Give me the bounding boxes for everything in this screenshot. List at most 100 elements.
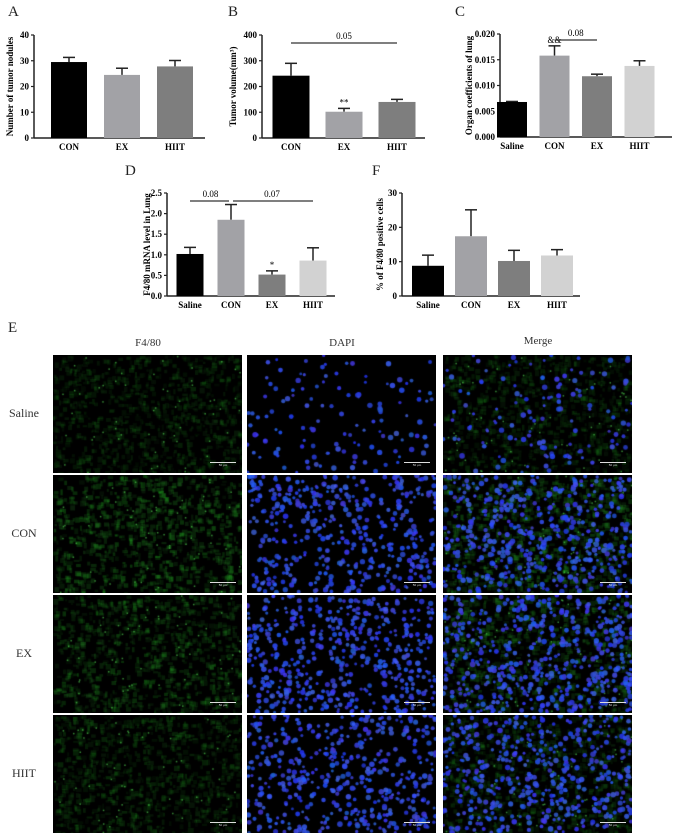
panel-label-f: F bbox=[372, 163, 381, 179]
x-tick-label: HIIT bbox=[165, 142, 185, 152]
bar-hiit bbox=[541, 255, 573, 296]
y-axis-label: Tumor volume(mm³) bbox=[228, 47, 238, 127]
scale-bar: 50 μm bbox=[600, 582, 626, 587]
y-tick-label: 0.005 bbox=[475, 106, 496, 116]
micrograph-saline-f480: 50 μm bbox=[53, 355, 242, 473]
bar-con bbox=[51, 62, 87, 138]
bar-con bbox=[539, 55, 570, 137]
x-tick-label: CON bbox=[221, 300, 242, 310]
column-header-dapi: DAPI bbox=[329, 337, 355, 349]
micrograph-image bbox=[443, 355, 632, 473]
x-tick-label: HIIT bbox=[387, 142, 407, 152]
x-tick-label: EX bbox=[508, 300, 521, 310]
scale-bar: 50 μm bbox=[600, 702, 626, 707]
micrograph-hiit-f480: 50 μm bbox=[53, 715, 242, 833]
y-tick-label: 0 bbox=[393, 291, 398, 301]
y-tick-label: 200 bbox=[244, 82, 258, 92]
bar-saline bbox=[497, 101, 527, 137]
column-header-f480: F4/80 bbox=[135, 337, 161, 349]
y-tick-label: 30 bbox=[20, 56, 30, 66]
micrograph-saline-dapi: 50 μm bbox=[247, 355, 436, 473]
p-value-label: 0.05 bbox=[336, 31, 352, 41]
micrograph-ex-f480: 50 μm bbox=[53, 595, 242, 713]
column-header-merge: Merge bbox=[523, 335, 553, 347]
y-axis-label: Number of tumor nodules bbox=[5, 36, 15, 136]
chart-d: 0.0 0.5 1.0 1.5 2.0 2.5F4/80 mRNA level in Lu… bbox=[142, 188, 335, 310]
micrograph-image bbox=[443, 595, 632, 713]
y-tick-label: 400 bbox=[244, 30, 258, 40]
y-tick-label: 0.010 bbox=[475, 81, 496, 91]
x-tick-label: CON bbox=[281, 142, 302, 152]
significance-mark: * bbox=[270, 260, 275, 270]
y-tick-label: 100 bbox=[244, 107, 258, 117]
x-tick-label: EX bbox=[591, 141, 604, 151]
x-tick-label: EX bbox=[338, 142, 351, 152]
bar-ex bbox=[104, 74, 140, 138]
panel-label-a: A bbox=[8, 4, 19, 20]
y-tick-label: 30 bbox=[388, 188, 398, 198]
scale-bar: 50 μm bbox=[600, 822, 626, 827]
bar-ex bbox=[258, 274, 286, 296]
chart-f: 0 10 20 30% of F4/80 positive cells Saline CO… bbox=[375, 188, 580, 310]
micrograph-image bbox=[247, 355, 436, 473]
bar-hiit bbox=[157, 66, 193, 138]
x-tick-label: CON bbox=[545, 141, 566, 151]
scale-bar: 50 μm bbox=[210, 702, 236, 707]
panel-label-c: C bbox=[455, 4, 466, 20]
x-tick-label: Saline bbox=[500, 141, 524, 151]
micrograph-saline-merge: 50 μm bbox=[443, 355, 632, 473]
x-tick-label: EX bbox=[116, 142, 129, 152]
scale-bar: 50 μm bbox=[600, 462, 626, 467]
micrograph-image bbox=[247, 595, 436, 713]
x-tick-label: Saline bbox=[416, 300, 440, 310]
micrograph-con-f480: 50 μm bbox=[53, 475, 242, 593]
y-tick-label: 40 bbox=[20, 30, 30, 40]
bar-hiit bbox=[299, 260, 327, 296]
row-label-con: CON bbox=[11, 526, 37, 540]
micrograph-ex-dapi: 50 μm bbox=[247, 595, 436, 713]
y-tick-label: 1.0 bbox=[151, 250, 163, 260]
x-tick-label: HIIT bbox=[547, 300, 567, 310]
scale-bar: 50 μm bbox=[404, 582, 430, 587]
scale-bar: 50 μm bbox=[210, 462, 236, 467]
row-label-ex: EX bbox=[16, 646, 32, 660]
y-tick-label: 2.0 bbox=[151, 209, 163, 219]
micrograph-image bbox=[53, 475, 242, 593]
x-tick-label: Saline bbox=[178, 300, 202, 310]
y-tick-label: 10 bbox=[388, 257, 398, 267]
y-tick-label: 0 bbox=[25, 133, 30, 143]
row-label-hiit: HIIT bbox=[12, 766, 36, 780]
micrograph-con-dapi: 50 μm bbox=[247, 475, 436, 593]
x-tick-label: CON bbox=[461, 300, 482, 310]
p-value-label: 0.08 bbox=[203, 189, 219, 199]
scale-bar: 50 μm bbox=[210, 822, 236, 827]
y-axis-label: F4/80 mRNA level in Lung bbox=[142, 193, 152, 296]
bar-charts: 0 10 20 30 40 Number of tumor nodules CON EX HII… bbox=[5, 28, 672, 310]
y-tick-label: 2.5 bbox=[151, 188, 163, 198]
p-value-label: 0.07 bbox=[264, 189, 280, 199]
x-tick-label: CON bbox=[59, 142, 80, 152]
x-tick-label: HIIT bbox=[303, 300, 323, 310]
bar-ex bbox=[498, 260, 530, 296]
x-tick-label: EX bbox=[266, 300, 279, 310]
significance-mark: ** bbox=[340, 97, 350, 107]
bar-ex bbox=[325, 111, 363, 138]
scale-bar: 50 μm bbox=[210, 582, 236, 587]
panel-label-b: B bbox=[228, 4, 239, 20]
bar-saline bbox=[176, 253, 204, 296]
panel-label-d: D bbox=[125, 163, 136, 179]
x-tick-label: HIIT bbox=[629, 141, 649, 151]
chart-b: 0 100 200 300 400 Tumor volume(mm³) CON EX ** HII… bbox=[228, 30, 425, 152]
scale-bar: 50 μm bbox=[404, 702, 430, 707]
bar-hiit bbox=[624, 65, 655, 137]
y-tick-label: 20 bbox=[388, 222, 398, 232]
micrograph-hiit-dapi: 50 μm bbox=[247, 715, 436, 833]
bar-saline bbox=[412, 265, 444, 296]
y-tick-label: 0.015 bbox=[475, 55, 496, 65]
micrograph-image bbox=[443, 715, 632, 833]
y-tick-label: 0.5 bbox=[151, 270, 163, 280]
y-tick-label: 1.5 bbox=[151, 229, 163, 239]
scale-bar: 50 μm bbox=[404, 462, 430, 467]
